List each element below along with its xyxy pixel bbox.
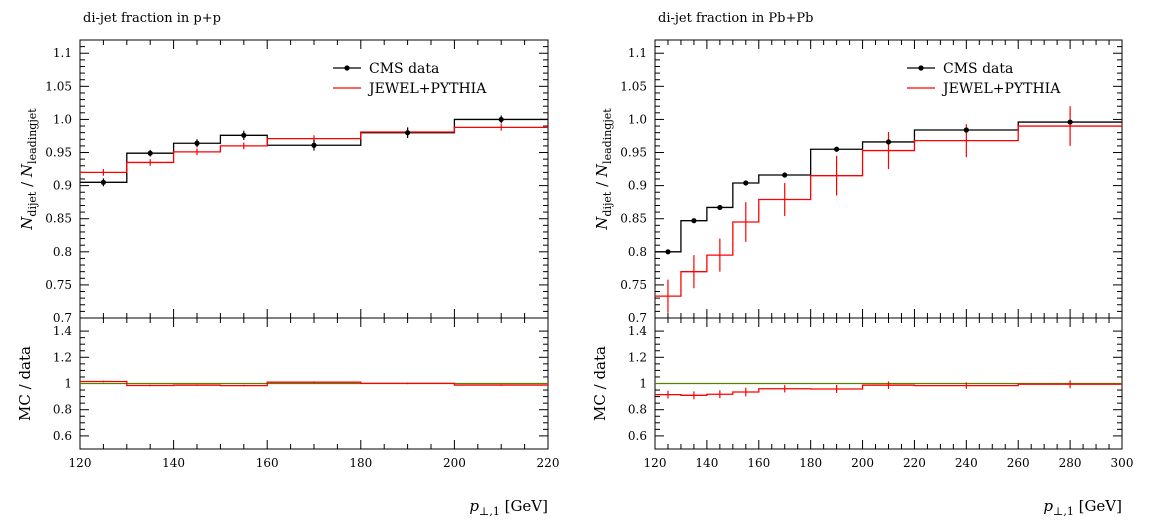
data-point <box>405 130 411 136</box>
x-tick-label: 160 <box>256 456 279 470</box>
y-tick-label-ratio: 0.8 <box>628 403 647 417</box>
data-point <box>717 204 723 211</box>
y-tick-label-main: 0.9 <box>628 179 647 193</box>
data-point <box>311 142 317 148</box>
data-point <box>885 139 892 145</box>
data-point <box>665 249 671 255</box>
data-point <box>834 146 840 152</box>
y-tick-label-ratio: 1 <box>64 377 72 391</box>
y-tick-label-ratio: 0.8 <box>53 403 72 417</box>
legend-label-cms-data: CMS data <box>369 61 439 77</box>
y-axis-label-ratio: MC / data <box>591 346 609 421</box>
x-tick-label: 240 <box>955 456 978 470</box>
y-axis-label-main: Ndijet / Nleadingjet <box>593 108 614 231</box>
chart-title: di-jet fraction in p+p <box>83 11 221 26</box>
legend-marker-cms-data <box>918 65 924 71</box>
y-axis-label-ratio: MC / data <box>16 346 34 421</box>
y-tick-label-main: 1.0 <box>628 112 647 126</box>
y-tick-label-main: 0.7 <box>53 311 72 325</box>
legend-label-jewel-pythia: JEWEL+PYTHIA <box>941 81 1061 97</box>
y-tick-label-ratio: 1.2 <box>53 350 72 364</box>
data-point <box>498 116 504 123</box>
y-tick-label-ratio: 1.4 <box>628 324 647 338</box>
x-tick-label: 120 <box>69 456 92 470</box>
x-tick-label: 300 <box>1111 456 1134 470</box>
x-tick-label: 120 <box>644 456 667 470</box>
data-point <box>241 132 247 138</box>
x-tick-label: 140 <box>695 456 718 470</box>
chart-svg-pbpb: di-jet fraction in Pb+Pb 0.7 0.75 0.8 0.85 0.… <box>591 11 1134 518</box>
legend-marker-cms-data <box>344 65 350 71</box>
data-point <box>1067 119 1073 125</box>
y-axis-label-main: Ndijet / Nleadingjet <box>18 108 39 231</box>
x-tick-label: 160 <box>747 456 770 470</box>
y-tick-label-main: 1.05 <box>45 79 72 93</box>
y-tick-label-main: 1.1 <box>628 46 647 60</box>
x-tick-label: 140 <box>162 456 185 470</box>
chart-panel-pp: di-jet fraction in p+p 0.7 0.75 0.8 0.85 0.9 0… <box>16 11 560 518</box>
y-tick-label-main: 0.75 <box>45 278 72 292</box>
y-tick-label-ratio: 0.6 <box>628 429 647 443</box>
y-tick-label-main: 0.75 <box>620 278 647 292</box>
data-point <box>782 172 788 178</box>
x-axis-label: p⊥,1 [GeV] <box>1043 497 1122 518</box>
legend-label-cms-data: CMS data <box>943 61 1013 77</box>
x-tick-label: 180 <box>799 456 822 470</box>
y-tick-label-main: 0.85 <box>45 212 72 226</box>
y-tick-label-main: 0.95 <box>620 146 647 160</box>
data-point <box>194 140 200 146</box>
y-tick-label-main: 0.8 <box>53 245 72 259</box>
chart-title: di-jet fraction in Pb+Pb <box>658 11 813 26</box>
x-tick-label: 260 <box>1007 456 1030 470</box>
y-tick-label-ratio: 0.6 <box>53 429 72 443</box>
chart-panel-pbpb: di-jet fraction in Pb+Pb 0.7 0.75 0.8 0.85 0.… <box>575 0 1149 520</box>
x-tick-label: 220 <box>903 456 926 470</box>
y-tick-label-main: 1.1 <box>53 46 72 60</box>
y-tick-label-main: 0.85 <box>620 212 647 226</box>
x-tick-label: 220 <box>537 456 560 470</box>
x-tick-label: 200 <box>851 456 874 470</box>
legend-label-jewel-pythia: JEWEL+PYTHIA <box>367 81 487 97</box>
x-tick-label: 280 <box>1059 456 1082 470</box>
data-point <box>100 179 106 185</box>
x-tick-label: 200 <box>443 456 466 470</box>
y-tick-label-ratio: 1.2 <box>628 350 647 364</box>
data-point <box>147 150 153 156</box>
y-tick-label-main: 0.7 <box>628 311 647 325</box>
y-tick-label-ratio: 1.4 <box>53 324 72 338</box>
x-axis-label: p⊥,1 [GeV] <box>469 497 548 518</box>
y-tick-label-main: 0.9 <box>53 179 72 193</box>
y-tick-label-main: 0.95 <box>45 146 72 160</box>
data-point <box>963 127 969 133</box>
y-tick-label-ratio: 1 <box>639 377 647 391</box>
y-tick-label-main: 1.05 <box>620 79 647 93</box>
data-point <box>743 180 749 186</box>
y-tick-label-main: 1.0 <box>53 112 72 126</box>
data-point <box>691 218 697 224</box>
y-tick-label-main: 0.8 <box>628 245 647 259</box>
x-tick-label: 180 <box>349 456 372 470</box>
chart-svg-pp: di-jet fraction in p+p 0.7 0.75 0.8 0.85 0.9 0… <box>16 11 560 518</box>
